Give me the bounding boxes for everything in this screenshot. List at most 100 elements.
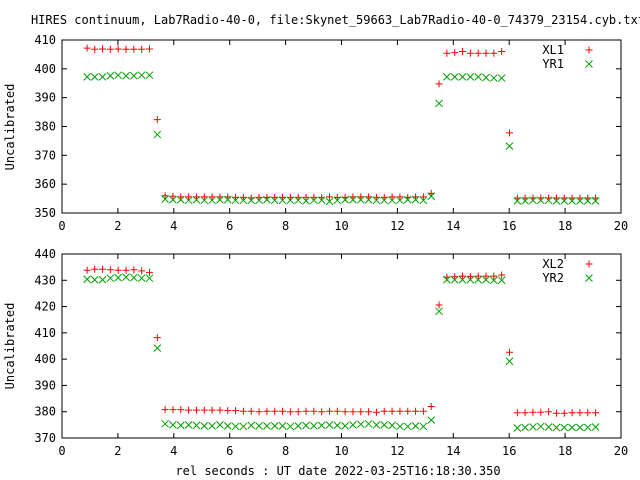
x-tick-label: 18 [558,444,572,458]
data-point [239,422,248,431]
y-tick-label: 370 [34,148,56,162]
y-tick-label: 410 [34,33,56,47]
data-point [294,196,303,205]
data-point [482,73,490,82]
x-tick-label: 0 [58,219,65,233]
data-point [388,407,396,415]
data-point [231,422,240,431]
data-point [122,71,130,80]
data-point [505,129,513,137]
data-point [552,409,560,417]
data-point [137,71,146,80]
x-tick-label: 12 [390,444,404,458]
data-point [185,406,193,414]
data-point [325,197,334,206]
x-tick-label: 16 [502,219,516,233]
data-point [106,71,115,80]
data-point [169,195,177,204]
data-point [521,197,529,205]
data-point [568,423,576,432]
data-point [536,196,545,205]
y-tick-label: 390 [34,378,56,392]
data-point [177,406,185,414]
data-point [356,420,365,429]
data-point [122,45,130,53]
data-point [122,273,130,281]
data-point [583,423,592,432]
data-point [224,407,232,415]
data-point [83,266,91,274]
data-point [239,196,248,205]
data-point [161,192,169,200]
data-point [255,196,263,205]
data-point [560,423,569,432]
data-point [466,275,475,284]
data-point [482,49,490,57]
legend-label: YR1 [542,57,564,71]
data-point [333,407,341,415]
data-point [138,45,146,53]
data-point [161,419,169,428]
data-point [279,407,287,415]
data-point [443,275,451,284]
data-point [529,423,537,431]
bottom-panel: Uncalibrated 0 2 4 6 8 10 12 14 16 18 20 370 380 390 40… [3,247,628,458]
data-point [466,73,475,81]
x-tick-label: 14 [446,219,460,233]
data-point [99,265,107,273]
data-point [459,48,467,56]
data-point [169,406,177,414]
data-point [294,408,302,416]
data-point [521,409,529,417]
chart-title: HIRES continuum, Lab7Radio-40-0, file:Sk… [31,13,640,27]
data-point [231,196,240,205]
legend-label: XL2 [542,257,564,271]
x-tick-label: 4 [170,444,177,458]
legend-marker [585,274,593,282]
x-tick-label: 16 [502,444,516,458]
data-point [474,49,482,57]
data-point [372,408,380,416]
data-point [357,408,365,416]
data-point [255,408,263,416]
data-point [451,273,459,281]
data-point [239,407,247,415]
data-point [90,73,99,81]
data-point [255,422,263,430]
data-point [364,419,373,428]
x-tick-label: 18 [558,219,572,233]
data-point [536,422,545,431]
data-point [341,195,349,204]
data-point [317,421,326,430]
data-point [91,45,99,53]
y-tick-label: 360 [34,177,56,191]
data-point [129,71,138,80]
data-point [349,195,357,204]
data-point [145,45,153,53]
data-point [451,49,459,57]
data-point [592,409,600,417]
data-point [294,422,303,430]
data-point [396,196,404,205]
data-point [411,195,420,204]
data-point [591,197,600,205]
data-point [114,71,123,80]
x-tick-label: 10 [334,444,348,458]
data-point [247,421,256,430]
data-point [200,406,208,414]
data-point [184,421,193,429]
data-point [91,265,99,273]
data-point [192,421,201,430]
data-point [114,45,122,53]
data-point [200,422,209,430]
data-point [450,73,459,81]
data-point [458,73,467,81]
data-point [443,49,451,57]
plot-frame [61,39,622,214]
data-point [380,196,389,205]
data-point [302,193,310,201]
data-point [552,423,561,432]
data-point [223,195,232,204]
data-point [427,416,436,424]
legend-marker [585,46,593,54]
